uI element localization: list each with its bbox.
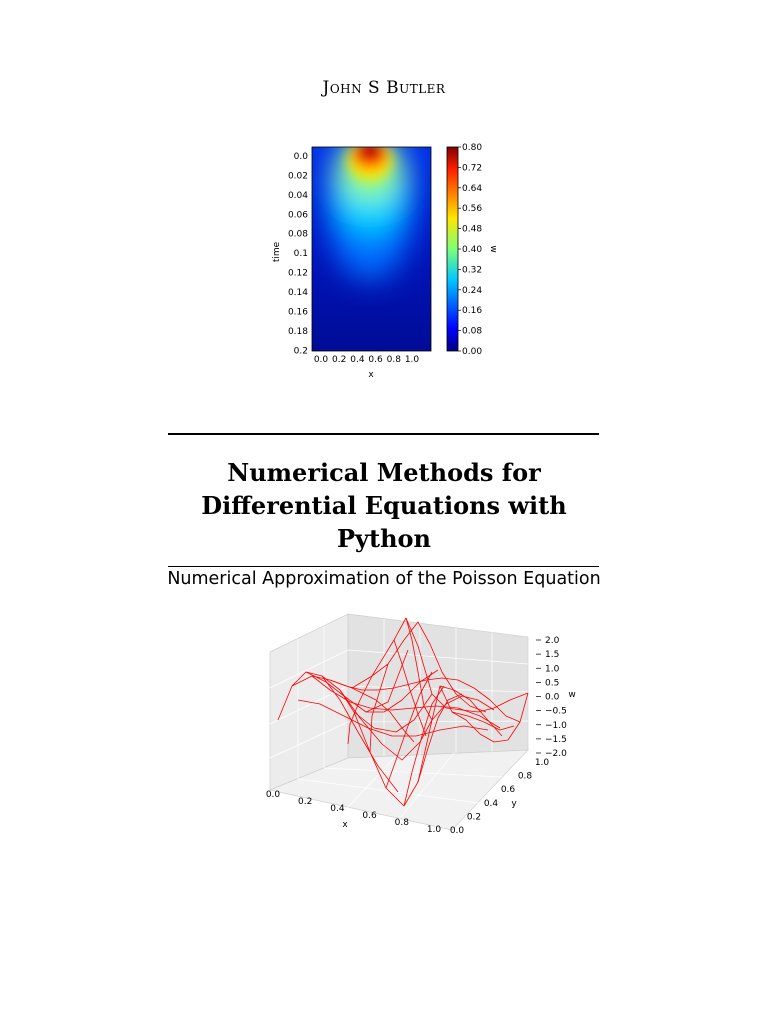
colorbar-tick: 0.72 xyxy=(462,163,482,173)
heatmap-x-tick: 0.4 xyxy=(350,355,365,365)
author-name: John S Butler xyxy=(322,78,446,98)
wireframe-y-tick: 0.8 xyxy=(518,772,533,782)
wireframe-y-tick: 0.2 xyxy=(467,812,481,822)
heatmap-y-tick: 0.18 xyxy=(288,327,308,337)
wireframe-z-ticks: 2.0 1.5 1.0 0.5 0.0 −0.5 −1.0 −1.5 −2.0 xyxy=(536,636,567,759)
colorbar-tick: 0.40 xyxy=(462,245,482,255)
heatmap-y-tick: 0.16 xyxy=(288,307,308,317)
heatmap-chart: 0.0 0.02 0.04 0.06 0.08 0.1 0.12 0.14 0.16 0.18 0.… xyxy=(272,143,498,380)
wireframe-y-tick: 0.0 xyxy=(450,826,465,836)
heatmap-x-tick: 0.8 xyxy=(387,355,402,365)
wireframe-z-tick: 1.0 xyxy=(545,664,560,674)
colorbar-label: w xyxy=(488,245,498,252)
heatmap-field xyxy=(312,147,431,351)
colorbar-tick: 0.24 xyxy=(462,286,482,296)
title-rule-top xyxy=(168,433,599,435)
heatmap-x-tick: 0.0 xyxy=(314,355,329,365)
wireframe-y-ticks: 0.00.20.40.60.81.0 xyxy=(450,758,550,836)
heatmap-y-tick: 0.02 xyxy=(288,171,308,181)
heatmap-y-tick: 0.12 xyxy=(288,269,308,279)
heatmap-ylabel: time xyxy=(272,241,282,262)
wireframe-x-tick: 0.2 xyxy=(298,797,312,807)
heatmap-x-ticks: 0.0 0.2 0.4 0.6 0.8 1.0 xyxy=(314,355,420,365)
wireframe-ylabel: y xyxy=(511,799,517,809)
colorbar-tick: 0.08 xyxy=(462,327,482,337)
wireframe-surface xyxy=(277,617,529,807)
heatmap-y-ticks: 0.0 0.02 0.04 0.06 0.08 0.1 0.12 0.14 0.16 0.18 0.… xyxy=(288,152,308,356)
title-rule-bottom xyxy=(168,566,599,567)
wireframe-x-tick: 0.8 xyxy=(395,818,410,828)
wireframe-x-tick: 0.0 xyxy=(266,790,281,800)
heatmap-y-tick: 0.14 xyxy=(288,288,308,298)
colorbar-tick: 0.00 xyxy=(462,347,482,357)
heatmap-y-tick: 0.2 xyxy=(294,346,308,356)
heatmap-x-tick: 0.2 xyxy=(332,355,346,365)
heatmap-y-tick: 0.08 xyxy=(288,230,308,240)
wireframe-y-tick: 0.6 xyxy=(501,785,516,795)
wireframe-z-tick: −0.5 xyxy=(545,707,567,717)
heatmap-x-tick: 1.0 xyxy=(405,355,420,365)
wireframe-x-tick: 1.0 xyxy=(427,825,442,835)
wireframe-y-tick: 1.0 xyxy=(535,758,550,768)
heatmap-y-tick: 0.06 xyxy=(288,210,308,220)
book-subtitle: Numerical Approximation of the Poisson E… xyxy=(167,569,601,589)
wireframe-xlabel: x xyxy=(342,820,348,830)
heatmap-y-tick: 0.1 xyxy=(294,249,308,259)
colorbar-tick: 0.56 xyxy=(462,204,482,214)
wireframe-x-tick: 0.6 xyxy=(362,811,377,821)
heatmap-x-tick: 0.6 xyxy=(368,355,383,365)
wireframe-z-tick: 1.5 xyxy=(545,650,559,660)
wireframe-z-tick: 0.5 xyxy=(545,678,559,688)
colorbar-tick: 0.64 xyxy=(462,184,482,194)
wireframe-z-tick: −1.0 xyxy=(545,721,567,731)
wireframe-z-tick: −2.0 xyxy=(545,749,567,759)
colorbar-ticks: 0.80 0.72 0.64 0.56 0.48 0.40 0.32 0.24 0.16 0.08… xyxy=(458,143,482,357)
colorbar-tick: 0.32 xyxy=(462,265,482,275)
heatmap-xlabel: x xyxy=(368,370,374,380)
heatmap-y-tick: 0.04 xyxy=(288,191,308,201)
wireframe-z-tick: 0.0 xyxy=(545,693,560,703)
book-title: Numerical Methods for Differential Equat… xyxy=(201,458,567,553)
wireframe-3d-chart: 0.00.20.40.60.81.0 0.00.20.40.60.81.0 2.… xyxy=(266,613,576,836)
colorbar-tick: 0.48 xyxy=(462,225,482,235)
wireframe-x-ticks: 0.0 0.2 0.4 0.6 0.8 1.0 xyxy=(266,790,442,835)
wireframe-y-tick: 0.4 xyxy=(484,799,499,809)
colorbar xyxy=(446,146,459,352)
wireframe-z-tick: 2.0 xyxy=(545,636,560,646)
wireframe-zlabel: w xyxy=(568,690,575,700)
wireframe-x-tick: 0.4 xyxy=(330,804,345,814)
heatmap-y-tick: 0.0 xyxy=(294,152,309,162)
colorbar-tick: 0.80 xyxy=(462,143,482,153)
wireframe-z-tick: −1.5 xyxy=(545,735,567,745)
colorbar-tick: 0.16 xyxy=(462,306,482,316)
